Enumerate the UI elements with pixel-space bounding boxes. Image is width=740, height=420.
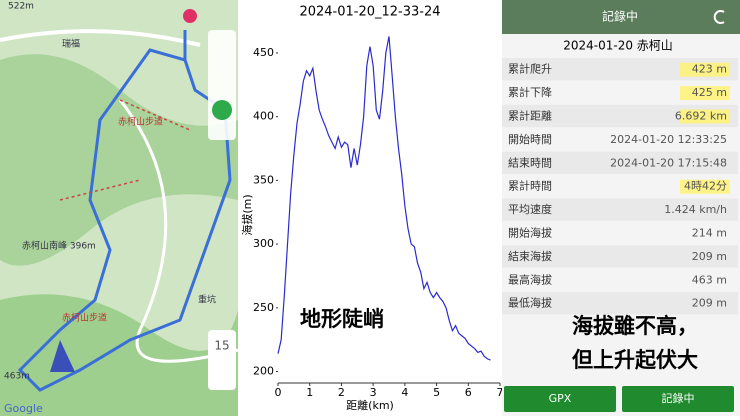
trail (59, 99, 191, 201)
stat-row (502, 58, 738, 81)
road (118, 99, 239, 363)
map-label: 522m (8, 2, 34, 12)
stat-row (502, 221, 738, 245)
stat-value: 2024-01-20 12:33:25 (610, 133, 727, 146)
y-tick-label: 250 (253, 301, 274, 314)
y-tick-label: 200 (253, 365, 274, 378)
x-tick-label: 2 (338, 386, 345, 399)
stat-label: 最低海拔 (508, 296, 552, 310)
y-axis-label: 海拔(m) (240, 194, 254, 235)
stat-label: 結束時間 (508, 155, 552, 169)
pin (183, 9, 197, 23)
terrain (0, 294, 238, 416)
stat-value: 209 m (692, 297, 727, 310)
map-buttons[interactable] (208, 30, 236, 140)
road (0, 29, 201, 47)
button[interactable] (504, 386, 616, 412)
stat-value: 425 m (692, 86, 727, 99)
header-bar (502, 0, 740, 34)
stat-row (502, 175, 738, 198)
map-label: 瑞福 (62, 38, 80, 50)
chart-title: 2024-01-20_12-33-24 (299, 5, 440, 20)
map-brand: Google (4, 402, 43, 415)
chart: 2024-01-20_12-33-24 200 250 300 350 400 450 0 1 2… (240, 5, 504, 413)
button[interactable] (622, 386, 734, 412)
stat-label: 平均速度 (508, 202, 552, 216)
annotation: 地形陡峭 (300, 307, 384, 331)
stat-label: 累計時間 (508, 179, 552, 193)
highlight (680, 179, 730, 194)
map-label: 463m (4, 372, 30, 382)
stat-row (502, 104, 738, 128)
stat-value: 4時42分 (684, 180, 727, 193)
stat-row (502, 198, 738, 221)
stat-value: 6.692 km (675, 110, 727, 123)
call-button[interactable] (212, 100, 232, 120)
stat-row (502, 292, 738, 315)
highlight (680, 109, 730, 124)
y-tick-label: 350 (253, 173, 274, 186)
x-tick-label: 0 (275, 386, 282, 399)
stat-value: 1.424 km/h (664, 203, 727, 216)
y-tick-label: 450 (253, 46, 274, 59)
track (17, 30, 232, 392)
button-label[interactable]: GPX (549, 392, 572, 405)
stat-label: 累計爬升 (508, 62, 552, 76)
button-label[interactable]: 記錄中 (662, 391, 695, 405)
note: 但上升起伏大 (572, 348, 698, 372)
stat-label: 結束海拔 (508, 249, 552, 263)
record-title: 2024-01-20 赤柯山 (563, 39, 673, 53)
stat-value: 214 m (692, 227, 727, 240)
map-label: 赤柯山步道 (62, 312, 107, 324)
stat-value: 423 m (692, 63, 727, 76)
zoom-control[interactable] (208, 330, 236, 390)
refresh-icon[interactable] (713, 10, 725, 24)
stat-label: 最高海拔 (508, 272, 552, 286)
stat-value: 2024-01-20 17:15:48 (610, 156, 727, 169)
elevation-line (277, 36, 491, 361)
highlight (680, 62, 730, 77)
highlight (680, 86, 730, 101)
x-tick-label: 1 (306, 386, 313, 399)
stat-row (502, 128, 738, 151)
zoom-level: 15 (214, 339, 229, 353)
map (0, 0, 239, 416)
position-arrow (50, 340, 75, 372)
stat-row (502, 81, 738, 104)
x-tick-label: 7 (497, 386, 504, 399)
note: 海拔雖不高， (572, 314, 698, 338)
stat-value: 463 m (692, 273, 727, 286)
chart-bg (238, 0, 502, 416)
x-tick-label: 5 (433, 386, 440, 399)
map-label: 赤柯山步道 (118, 116, 163, 128)
x-tick-label: 4 (401, 386, 408, 399)
stat-label: 開始時間 (508, 132, 552, 146)
stat-label: 累計距離 (508, 109, 552, 123)
y-tick-label: 400 (253, 110, 274, 123)
map-label: 赤柯山南峰 396m (22, 240, 96, 252)
stat-row (502, 245, 738, 268)
stat-label: 開始海拔 (508, 226, 552, 240)
header-title: 記錄中 (602, 9, 638, 24)
terrain (0, 54, 238, 266)
x-tick-label: 3 (370, 386, 377, 399)
y-tick-label: 300 (253, 237, 274, 250)
x-tick-label: 6 (465, 386, 472, 399)
x-axis-label: 距離(km) (346, 398, 394, 412)
stat-label: 累計下降 (508, 85, 552, 99)
map-label: 重坑 (198, 294, 216, 306)
stat-row (502, 268, 738, 291)
stat-row (502, 151, 738, 174)
stat-value: 209 m (692, 250, 727, 263)
